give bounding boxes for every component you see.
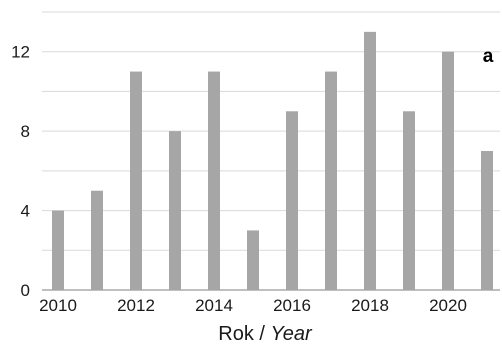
bar-2021 — [481, 151, 493, 290]
x-axis-title: Rok / Year — [218, 323, 313, 345]
bar-2017 — [325, 71, 337, 290]
x-axis-title-italic: Year — [271, 323, 313, 345]
panel-label: a — [483, 46, 494, 67]
bar-2020 — [442, 51, 454, 290]
x-axis-title-main: Rok / — [218, 323, 270, 345]
x-tick-labels: 2010 2012 2014 2016 2018 2020 — [39, 296, 467, 315]
bar-2013 — [169, 131, 181, 290]
x-tick-label: 2016 — [273, 296, 311, 315]
x-tick-label: 2020 — [429, 296, 467, 315]
bar-2011 — [91, 190, 103, 290]
y-tick-label: 0 — [21, 281, 30, 300]
gridlines — [42, 11, 500, 291]
y-tick-label: 12 — [11, 43, 30, 62]
bar-2016 — [286, 111, 298, 291]
bar-2018 — [364, 31, 376, 290]
bar-2010 — [52, 210, 64, 290]
bars — [52, 31, 493, 291]
x-tick-label: 2010 — [39, 296, 77, 315]
y-tick-labels: 0 4 8 12 — [11, 43, 30, 300]
bar-2015 — [247, 230, 259, 290]
y-tick-label: 4 — [21, 202, 30, 221]
bar-2014 — [208, 71, 220, 290]
bar-2012 — [130, 71, 142, 290]
x-tick-label: 2018 — [351, 296, 389, 315]
x-tick-label: 2012 — [117, 296, 155, 315]
y-tick-label: 8 — [21, 122, 30, 141]
bar-2019 — [403, 111, 415, 291]
x-tick-label: 2014 — [195, 296, 233, 315]
